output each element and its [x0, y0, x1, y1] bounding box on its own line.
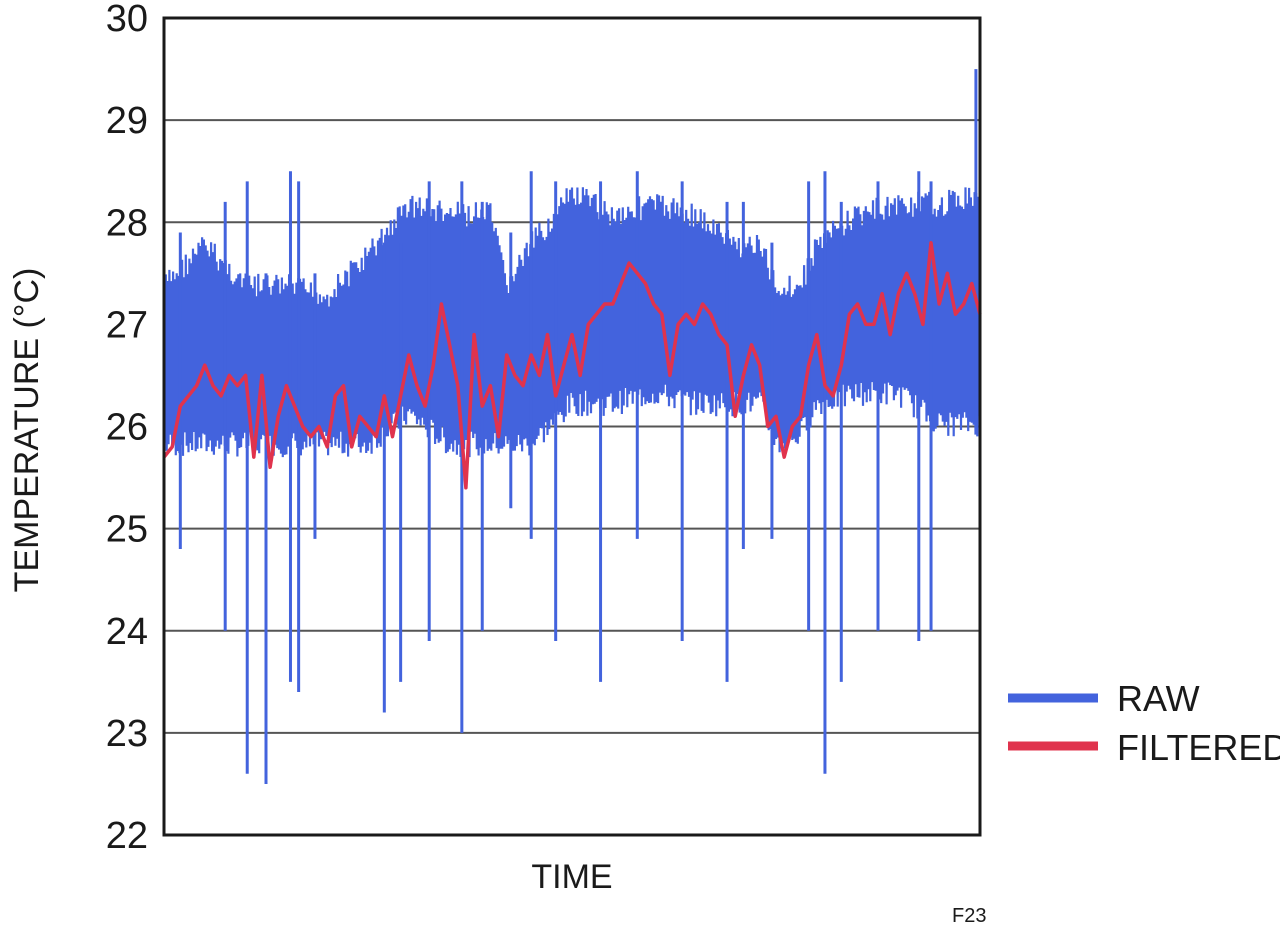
raw-series [162, 69, 982, 784]
plot-frame [162, 16, 982, 837]
filtered-line [162, 240, 982, 490]
y-tick-label: 26 [106, 407, 148, 449]
legend-label-filtered: FILTERED [1117, 727, 1280, 768]
y-tick-label: 22 [106, 815, 148, 857]
legend-label-raw: RAW [1117, 678, 1200, 719]
x-axis-title: TIME [531, 858, 612, 896]
y-tick-label: 28 [106, 202, 148, 244]
figure-tag: F23 [952, 905, 986, 927]
y-tick-label: 23 [106, 713, 148, 755]
legend: RAW FILTERED [1008, 678, 1280, 768]
y-tick-label: 25 [106, 509, 148, 551]
y-tick-label: 30 [106, 0, 148, 40]
y-axis-title: TEMPERATURE (°C) [8, 268, 46, 593]
raw-line [162, 187, 982, 458]
y-tick-labels: 22 23 24 25 26 27 28 29 30 [106, 0, 148, 857]
y-tick-label: 24 [106, 611, 148, 653]
filtered-series [162, 240, 982, 490]
y-tick-label: 29 [106, 100, 148, 142]
y-tick-label: 27 [106, 304, 148, 346]
